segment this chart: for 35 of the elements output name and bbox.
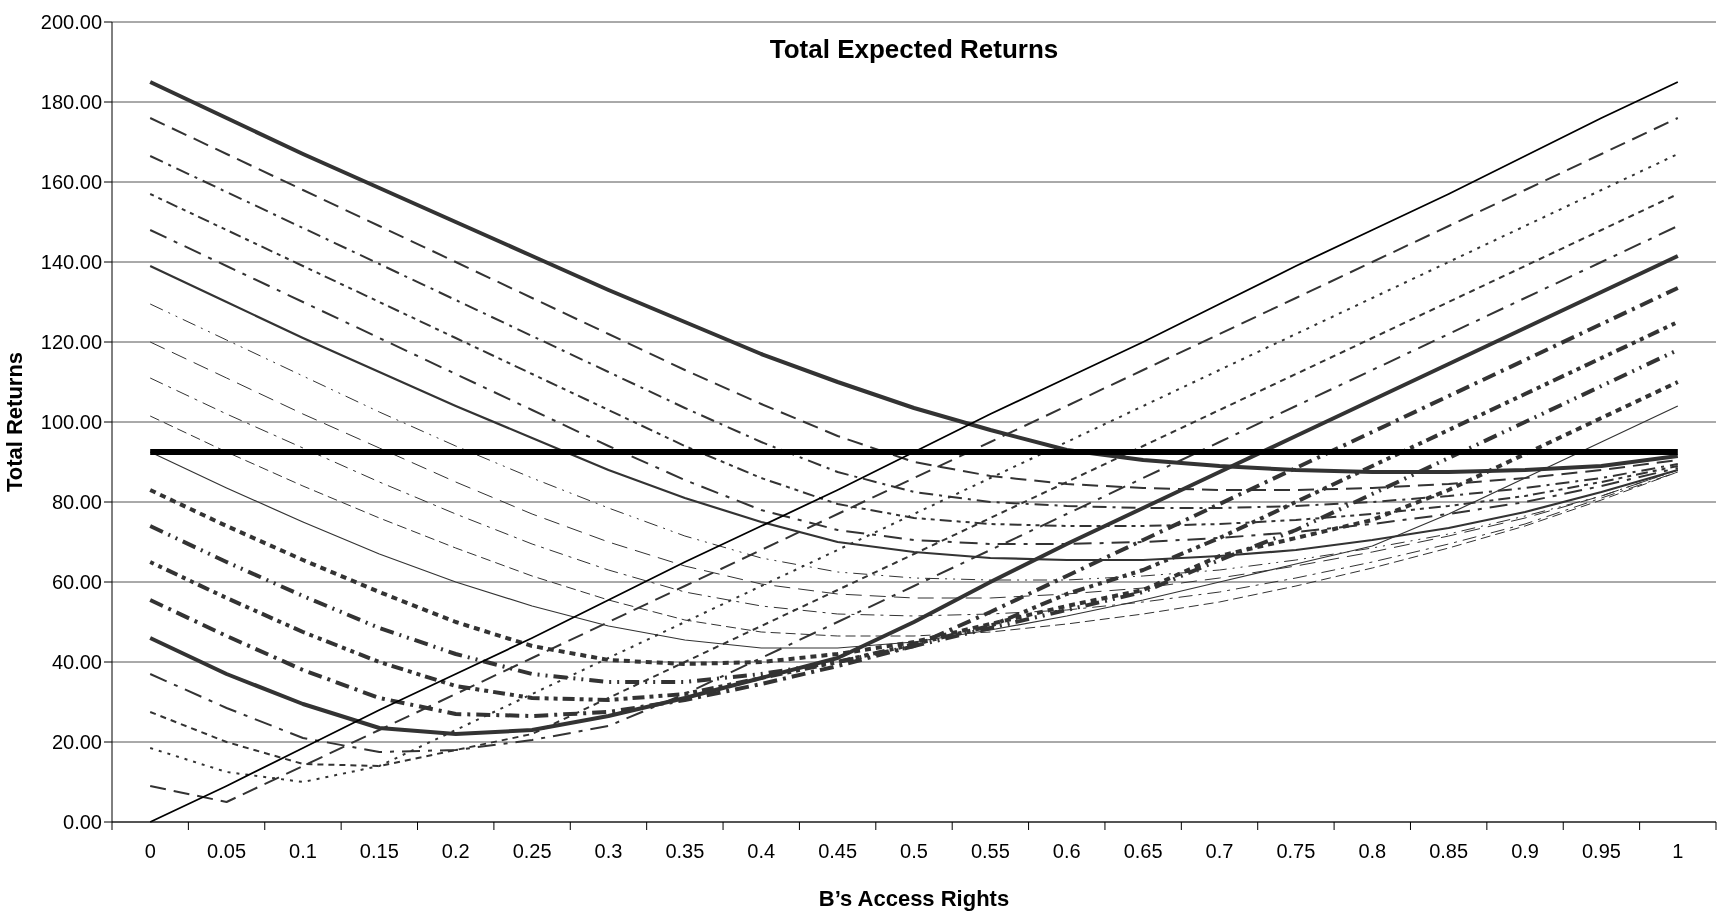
x-axis-title: B’s Access Rights [818,886,1010,911]
x-tick-label: 0.35 [665,840,705,862]
y-tick-label: 200.00 [40,11,102,33]
x-tick-label: 0.3 [594,840,623,862]
x-tick-label: 0.75 [1276,840,1316,862]
x-tick-label: 0.6 [1052,840,1081,862]
x-tick-label: 0.7 [1205,840,1234,862]
x-tick-label: 0.55 [970,840,1010,862]
x-tick-label: 0.25 [512,840,552,862]
y-tick-label: 40.00 [51,651,102,673]
x-tick-label: 0.05 [207,840,247,862]
y-tick-label: 160.00 [40,171,102,193]
y-tick-label: 180.00 [40,91,102,113]
x-tick-label: 0.4 [747,840,776,862]
x-tick-label: 0.85 [1429,840,1469,862]
y-tick-label: 0.00 [63,811,102,833]
x-tick-label: 0.8 [1358,840,1387,862]
x-tick-label: 0.95 [1581,840,1621,862]
y-tick-label: 100.00 [40,411,102,433]
y-tick-label: 80.00 [51,491,102,513]
y-tick-label: 20.00 [51,731,102,753]
y-axis-title: Total Returns [2,351,27,493]
x-tick-label: 0.2 [441,840,470,862]
y-tick-label: 140.00 [40,251,102,273]
x-tick-label: 0.9 [1511,840,1539,862]
x-tick-label: 0.65 [1123,840,1163,862]
x-tick-label: 0.1 [289,840,317,862]
x-tick-label: 0.15 [359,840,399,862]
x-tick-label: 0.45 [818,840,858,862]
text: Total Expected Returns [769,34,1059,64]
x-tick-label: 1 [1672,840,1684,862]
y-tick-label: 60.00 [51,571,102,593]
x-tick-label: 0.5 [900,840,928,862]
x-tick-label: 0 [144,840,156,862]
y-tick-label: 120.00 [40,331,102,353]
